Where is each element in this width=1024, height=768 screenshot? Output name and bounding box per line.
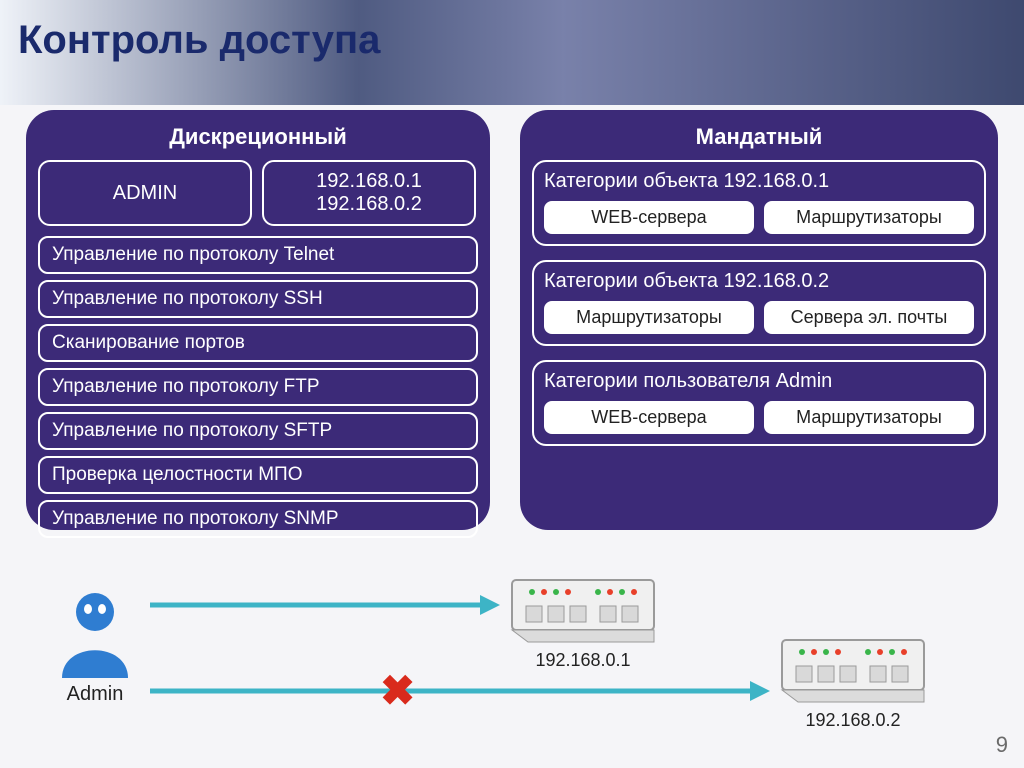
chip-user-web: WEB-сервера — [544, 401, 754, 434]
panel-discretionary-title: Дискреционный — [38, 124, 478, 150]
group-obj2-title: Категории объекта 192.168.0.2 — [544, 270, 974, 293]
chip-obj2-mail: Сервера эл. почты — [764, 301, 974, 334]
discretionary-top-row: ADMIN 192.168.0.1 192.168.0.2 — [38, 160, 478, 226]
user-label: Admin — [50, 683, 140, 706]
device-2-icon: 192.168.0.2 — [778, 636, 928, 731]
box-ips-label: 192.168.0.1 192.168.0.2 — [316, 170, 422, 216]
device-2-label: 192.168.0.2 — [778, 710, 928, 731]
group-obj2: Категории объекта 192.168.0.2 Маршрутиза… — [532, 260, 986, 346]
chip-obj1-web: WEB-сервера — [544, 201, 754, 234]
chip-user-router: Маршрутизаторы — [764, 401, 974, 434]
panel-mandatory-title: Мандатный — [532, 124, 986, 150]
row-mpo: Проверка целостности МПО — [38, 456, 478, 494]
box-ips: 192.168.0.1 192.168.0.2 — [262, 160, 476, 226]
blocked-icon: ✖ — [380, 666, 415, 715]
group-obj1-title: Категории объекта 192.168.0.1 — [544, 170, 974, 193]
group-user: Категории пользователя Admin WEB-сервера… — [532, 360, 986, 446]
device-1-label: 192.168.0.1 — [508, 650, 658, 671]
row-telnet: Управление по протоколу Telnet — [38, 236, 478, 274]
row-snmp: Управление по протоколу SNMP — [38, 500, 478, 538]
row-ftp: Управление по протоколу FTP — [38, 368, 478, 406]
network-diagram: Admin ✖ 192.168.0.1 — [0, 558, 1024, 758]
user-icon: Admin — [50, 586, 140, 706]
row-sftp: Управление по протоколу SFTP — [38, 412, 478, 450]
panel-discretionary: Дискреционный ADMIN 192.168.0.1 192.168.… — [26, 110, 490, 530]
row-scan: Сканирование портов — [38, 324, 478, 362]
group-obj1: Категории объекта 192.168.0.1 WEB-сервер… — [532, 160, 986, 246]
slide-number: 9 — [996, 732, 1008, 758]
slide-title: Контроль доступа — [18, 18, 380, 63]
arrow-blocked — [150, 676, 770, 706]
row-ssh: Управление по протоколу SSH — [38, 280, 478, 318]
arrow-allowed — [150, 590, 500, 620]
group-user-title: Категории пользователя Admin — [544, 370, 974, 393]
device-1-icon: 192.168.0.1 — [508, 576, 658, 671]
chip-obj1-router: Маршрутизаторы — [764, 201, 974, 234]
chip-obj2-router: Маршрутизаторы — [544, 301, 754, 334]
box-admin: ADMIN — [38, 160, 252, 226]
box-admin-label: ADMIN — [113, 182, 177, 205]
panel-mandatory: Мандатный Категории объекта 192.168.0.1 … — [520, 110, 998, 530]
